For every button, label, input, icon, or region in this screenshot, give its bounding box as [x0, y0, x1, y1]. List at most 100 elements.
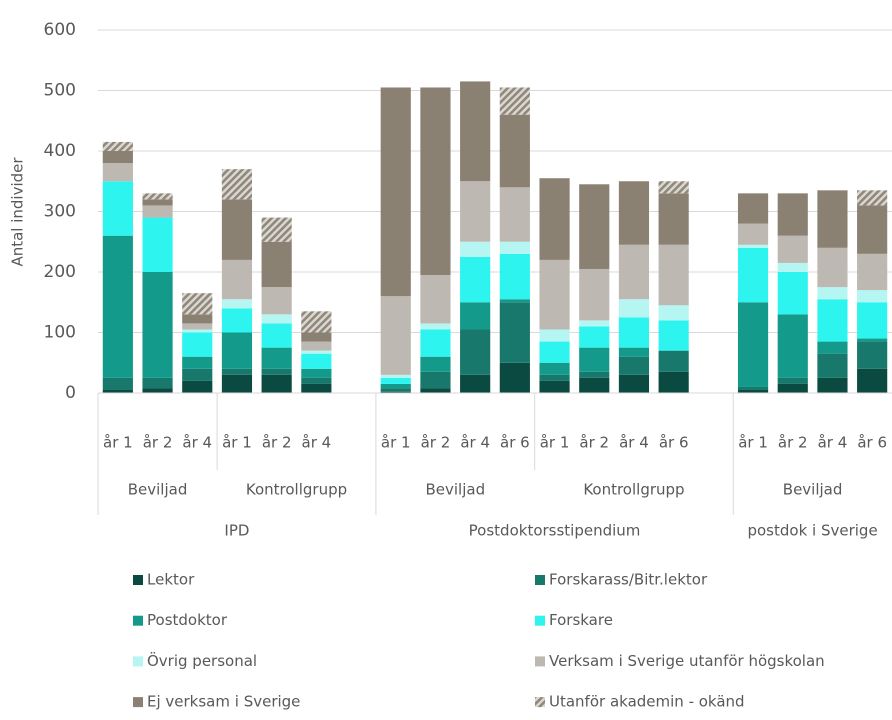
- bar-segment: [658, 193, 689, 245]
- legend-swatch: [535, 575, 545, 585]
- bar-segment: [499, 253, 530, 300]
- bar-segment: [460, 329, 491, 375]
- bar-segment: [142, 199, 173, 206]
- bar-segment: [301, 353, 332, 369]
- x-tick-label: år 1: [381, 434, 411, 452]
- bar-segment: [539, 380, 570, 393]
- bar-segment: [221, 259, 253, 300]
- bar-segment: [102, 389, 133, 393]
- bar-segment: [261, 347, 292, 369]
- bar-segment: [817, 353, 848, 378]
- bar-segment: [737, 223, 769, 245]
- bar-segment: [658, 350, 689, 372]
- bar-segment: [420, 87, 451, 276]
- bar-segment: [499, 241, 530, 254]
- bar-segment: [420, 371, 451, 389]
- bar-segment: [539, 374, 570, 381]
- x-tick-label: år 4: [460, 434, 490, 452]
- legend-swatch: [535, 697, 545, 708]
- bar-segment: [142, 205, 173, 218]
- bar-segment: [777, 235, 808, 263]
- bar-segment: [420, 323, 451, 330]
- x-tick-label: år 6: [500, 434, 530, 452]
- x-tick-label: år 4: [818, 434, 848, 452]
- bar-segment: [539, 259, 570, 330]
- bar-segment: [182, 293, 213, 315]
- legend-label: Verksam i Sverige utanför högskolan: [549, 652, 825, 670]
- x-tick-label: år 2: [143, 434, 173, 452]
- bar-segment: [737, 389, 769, 393]
- bar-segment: [221, 374, 253, 393]
- bar-segment: [857, 205, 888, 254]
- bar-segment: [817, 299, 848, 342]
- bar-segment: [420, 388, 451, 393]
- bar-segment: [142, 217, 173, 272]
- bar-segment: [857, 253, 888, 291]
- bar-segment: [102, 181, 133, 236]
- bar-segment: [261, 374, 292, 393]
- bar-segment: [460, 302, 491, 330]
- bar-segment: [182, 323, 213, 330]
- bar-segment: [102, 141, 133, 151]
- bar-segment: [301, 383, 332, 393]
- bar-segment: [737, 386, 769, 390]
- y-axis-label: Antal individer: [9, 157, 27, 267]
- bar-segment: [817, 287, 848, 300]
- bar-segment: [221, 368, 253, 375]
- bar-segment: [380, 87, 411, 297]
- bar-segment: [817, 247, 848, 288]
- bar-segment: [579, 347, 610, 372]
- group-label: Beviljad: [425, 481, 485, 499]
- bar-segment: [182, 368, 213, 381]
- bar-segment: [301, 377, 332, 384]
- y-tick-label: 500: [44, 81, 76, 101]
- x-tick-label: år 6: [857, 434, 887, 452]
- bar-segment: [817, 341, 848, 354]
- bar-segment: [261, 287, 292, 315]
- bar-segment: [380, 383, 411, 389]
- bar-segment: [737, 247, 769, 303]
- bar-segment: [777, 272, 808, 315]
- legend-label: Ej verksam i Sverige: [147, 693, 300, 711]
- x-tick-label: år 2: [262, 434, 292, 452]
- bar-segment: [142, 388, 173, 393]
- x-tick-label: år 2: [421, 434, 451, 452]
- legend-label: Utanför akademin - okänd: [549, 693, 745, 711]
- legend-label: Lektor: [147, 571, 195, 589]
- bar-segment: [777, 377, 808, 384]
- bar-segment: [579, 320, 610, 327]
- bar-segment: [618, 244, 650, 300]
- bar-segment: [857, 290, 888, 303]
- bar-segment: [380, 374, 411, 378]
- bar-segment: [539, 178, 570, 260]
- bar-segment: [301, 350, 332, 354]
- bar-segment: [261, 314, 292, 324]
- bar-segment: [261, 217, 292, 242]
- bar-segment: [460, 256, 491, 303]
- bar-segment: [737, 302, 769, 387]
- bar-segment: [618, 374, 650, 393]
- x-tick-label: år 1: [540, 434, 570, 452]
- x-tick-label: år 1: [222, 434, 252, 452]
- x-tick-label: år 2: [778, 434, 808, 452]
- bar-segment: [539, 341, 570, 363]
- bar-segment: [142, 377, 173, 389]
- bar-segment: [817, 190, 848, 248]
- bar-segment: [182, 356, 213, 369]
- bar-segment: [658, 181, 689, 194]
- legend-swatch: [133, 697, 143, 708]
- x-tick-label: år 1: [738, 434, 768, 452]
- group-label: postdok i Sverige: [747, 522, 877, 540]
- bar-segment: [102, 163, 133, 182]
- bar-segment: [777, 262, 808, 272]
- bar-segment: [618, 347, 650, 357]
- bar-segment: [777, 193, 808, 236]
- legend-label: Forskare: [549, 611, 613, 629]
- bar-segment: [420, 329, 451, 357]
- bar-segment: [857, 190, 888, 206]
- bar-segment: [301, 368, 332, 378]
- bar-segment: [460, 81, 491, 182]
- legend-label: Övrig personal: [147, 651, 257, 670]
- bar-segment: [857, 368, 888, 393]
- x-tick-label: år 4: [619, 434, 649, 452]
